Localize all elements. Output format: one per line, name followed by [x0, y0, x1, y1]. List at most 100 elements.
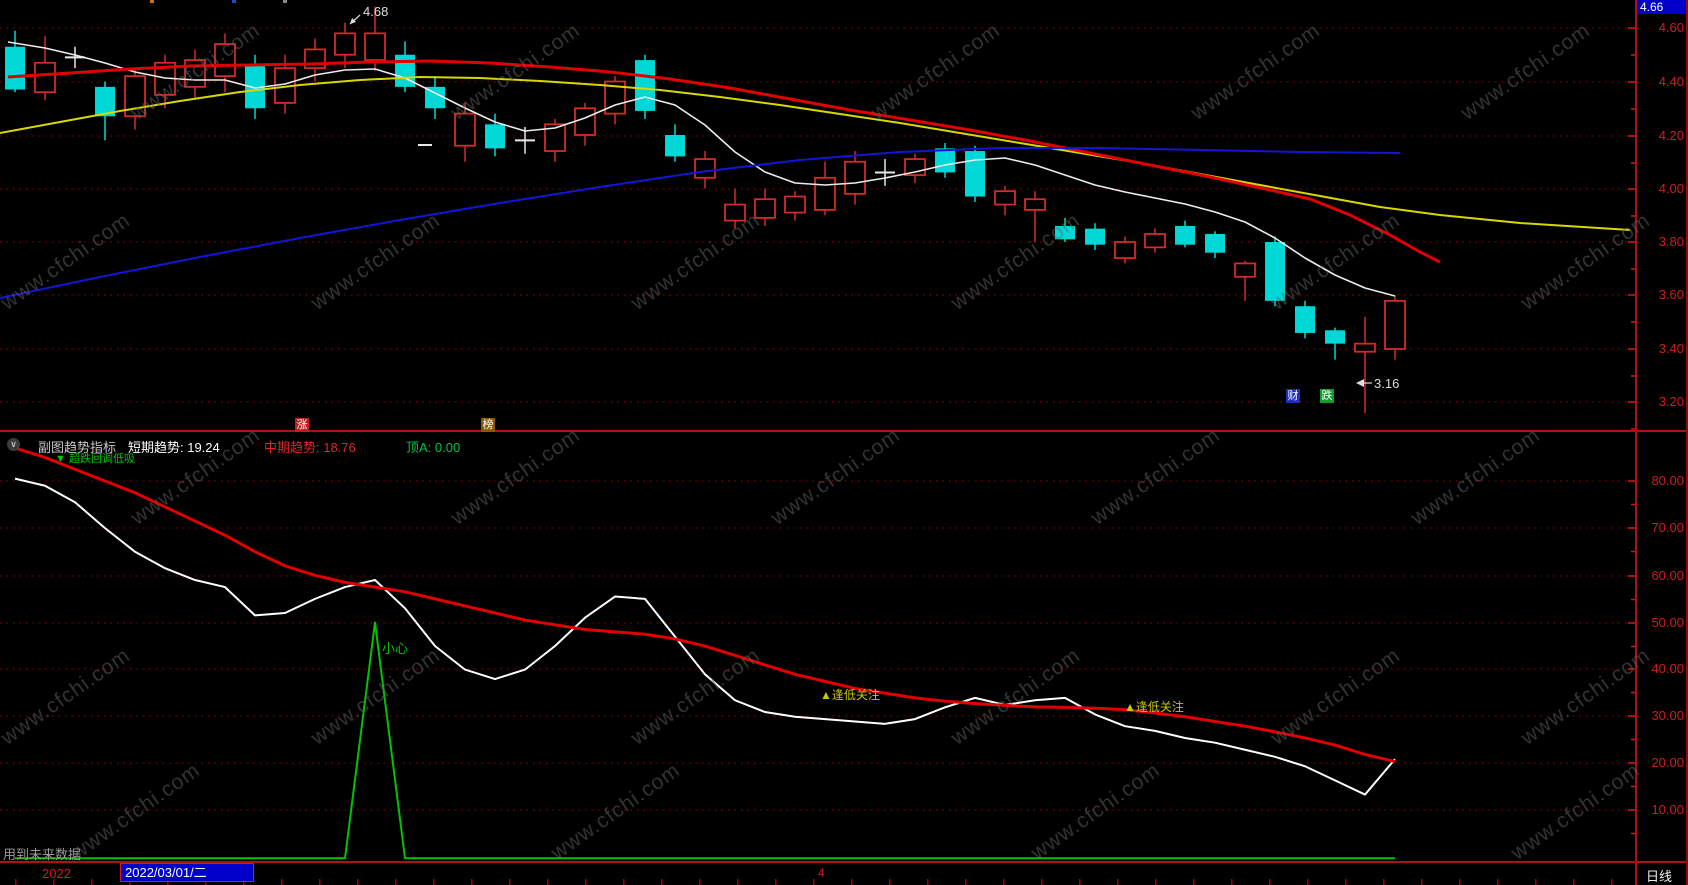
candle[interactable] — [904, 153, 926, 184]
timeline-tick — [1383, 879, 1385, 885]
indicator-title[interactable]: 副图趋势指标 — [38, 440, 117, 455]
candle[interactable] — [694, 151, 716, 189]
timeline-tick — [1079, 879, 1081, 885]
y-axis-label: 4.00 — [1658, 181, 1684, 196]
ma-line-blue — [0, 147, 1401, 299]
timeline-tick — [1611, 879, 1613, 885]
timeline-tick — [927, 879, 929, 885]
timeline-tick — [1269, 879, 1271, 885]
candle[interactable] — [1205, 231, 1225, 259]
right-border-line — [1686, 0, 1688, 885]
candle[interactable] — [1265, 236, 1285, 307]
candle[interactable] — [814, 161, 836, 216]
timeline-tick — [1193, 879, 1195, 885]
candle[interactable] — [1295, 300, 1315, 339]
timeline-tick — [91, 879, 93, 885]
candle[interactable] — [454, 102, 476, 162]
mid-trend-value: 中期趋势: 18.76 — [264, 440, 356, 455]
future-data-note: 用到未来数据 — [3, 847, 82, 862]
candle[interactable] — [1055, 217, 1075, 242]
candle[interactable] — [95, 81, 115, 141]
timeline-tick — [1231, 879, 1233, 885]
corner-badge: 跌 — [1320, 389, 1334, 403]
candle[interactable] — [994, 185, 1016, 216]
collapse-icon[interactable]: ∨ — [7, 438, 20, 451]
candle[interactable] — [154, 54, 176, 109]
y-axis-label: 3.40 — [1658, 341, 1684, 356]
price-annotation-low: 3.16 — [1374, 376, 1400, 391]
candle[interactable] — [1325, 327, 1345, 360]
candle[interactable] — [34, 36, 56, 101]
y-axis-line — [1635, 0, 1637, 885]
candle[interactable] — [635, 54, 655, 119]
timeline-tick — [433, 879, 435, 885]
candle[interactable] — [1384, 295, 1406, 360]
timeline-tick — [471, 879, 473, 885]
candle[interactable] — [184, 49, 206, 98]
timeline-tick — [851, 879, 853, 885]
timeline-tick — [395, 879, 397, 885]
candle[interactable] — [1144, 228, 1166, 253]
candle[interactable] — [214, 33, 236, 93]
timeline-tick — [775, 879, 777, 885]
candle[interactable] — [364, 6, 386, 71]
candle[interactable] — [844, 151, 866, 205]
timeline-tick — [1155, 879, 1157, 885]
candle[interactable] — [334, 22, 356, 69]
y-axis-label: 50.00 — [1651, 615, 1684, 630]
timeline-tick — [1041, 879, 1043, 885]
corner-badge: 财 — [1286, 389, 1300, 403]
candle[interactable] — [124, 68, 146, 130]
timeline-tick — [205, 879, 207, 885]
timeline-tick — [1003, 879, 1005, 885]
price-max-badge: 4.66 — [1637, 0, 1688, 14]
timeline-tick — [357, 879, 359, 885]
candle[interactable] — [425, 76, 445, 119]
timeline-tick — [623, 879, 625, 885]
timeline-tick — [661, 879, 663, 885]
timeline-tick — [889, 879, 891, 885]
candle[interactable] — [935, 143, 955, 178]
toolbar-remnant-dot — [150, 0, 154, 3]
candle[interactable] — [875, 159, 895, 186]
candle[interactable] — [1114, 236, 1136, 264]
timeline-tick — [585, 879, 587, 885]
y-axis-label: 30.00 — [1651, 708, 1684, 723]
timeline-tick — [281, 879, 283, 885]
timeline-tick — [813, 879, 815, 885]
timeline-tick — [965, 879, 967, 885]
candle[interactable] — [604, 76, 626, 125]
candle[interactable] — [724, 188, 746, 229]
short-trend-line — [14, 477, 1396, 796]
candle[interactable] — [1085, 223, 1105, 251]
y-axis-label: 60.00 — [1651, 568, 1684, 583]
signal-caution-label: 小心 — [382, 641, 409, 656]
candle[interactable] — [1024, 191, 1046, 242]
timeline-tick — [737, 879, 739, 885]
candle[interactable] — [1175, 220, 1195, 248]
candle[interactable] — [485, 113, 505, 157]
candle[interactable] — [754, 188, 776, 226]
candle[interactable] — [665, 124, 685, 162]
period-selector[interactable]: 日线 — [1646, 869, 1673, 884]
candle[interactable] — [574, 102, 596, 146]
candle[interactable] — [1354, 316, 1376, 414]
toolbar-remnant-dot — [232, 0, 236, 3]
candle[interactable] — [784, 191, 806, 221]
timeline-tick — [1117, 879, 1119, 885]
y-axis-label: 4.20 — [1658, 128, 1684, 143]
candle[interactable] — [1234, 260, 1256, 301]
timeline-tick — [1535, 879, 1537, 885]
candle[interactable] — [5, 30, 25, 93]
ma-line-red — [7, 59, 1441, 264]
timeline-tick — [1497, 879, 1499, 885]
candle[interactable] — [965, 145, 985, 202]
candle[interactable] — [544, 118, 566, 162]
price-annotation-high: 4.68 — [363, 4, 389, 19]
timeline-tick — [1307, 879, 1309, 885]
signal-spike-line — [15, 621, 1395, 860]
timeline-tick — [53, 879, 55, 885]
candle[interactable] — [395, 41, 415, 93]
